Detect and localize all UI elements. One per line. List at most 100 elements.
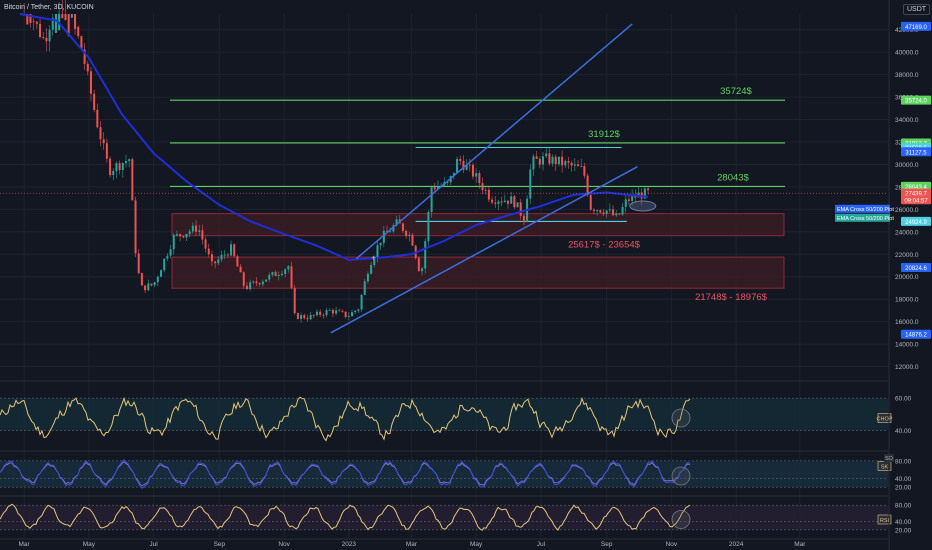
- resistance-levels: 35724$ 31912$ 28043$: [170, 86, 785, 222]
- candle-body: [618, 213, 621, 215]
- candle: [557, 156, 560, 167]
- candle-body: [373, 257, 376, 266]
- candle-body: [191, 225, 194, 232]
- candle-body: [592, 209, 595, 212]
- candle-body: [255, 281, 258, 284]
- candle-body: [220, 254, 223, 260]
- candle-body: [331, 309, 334, 314]
- candle-body: [42, 37, 45, 38]
- candle: [624, 194, 627, 213]
- pane-tick-label: 40.00: [895, 476, 912, 483]
- ema-legend-tag: EMA Cross 50/200 Plot: [835, 213, 894, 222]
- candle-body: [557, 156, 560, 165]
- pane-tick-label: 80.00: [895, 458, 912, 465]
- candle-body: [433, 187, 436, 190]
- candle-body: [147, 283, 150, 291]
- candle: [179, 233, 182, 242]
- candle: [175, 230, 178, 237]
- candle: [532, 154, 535, 177]
- time-tick-label: Sep: [601, 541, 613, 548]
- price-tick-label: 18000.0: [895, 297, 919, 304]
- candle-body: [252, 281, 255, 283]
- candle: [67, 14, 70, 37]
- candle-body: [39, 23, 42, 38]
- candle: [109, 156, 112, 178]
- price-axis-tag-bg: [901, 329, 931, 339]
- candle-body: [389, 231, 392, 233]
- price-axis-tag-label: 14876.2: [905, 333, 927, 339]
- candle-body: [513, 196, 516, 208]
- pane-tick-label: 80.00: [895, 503, 912, 510]
- candle-body: [144, 285, 147, 291]
- candle-body: [335, 310, 338, 314]
- candle-body: [573, 164, 576, 166]
- price-axis-tag-label: 27439.7: [905, 192, 927, 198]
- candle: [182, 235, 185, 239]
- candle-body: [265, 279, 268, 282]
- candle: [612, 205, 615, 217]
- candle: [39, 16, 42, 39]
- candle-body: [354, 310, 357, 313]
- candle-body: [131, 159, 134, 201]
- price-tick-label: 40000.0: [895, 50, 919, 57]
- price-tick-label: 26000.0: [895, 207, 919, 214]
- candle: [102, 132, 105, 150]
- candle-body: [26, 14, 29, 25]
- candle-body: [319, 311, 322, 315]
- candle-body: [589, 195, 592, 210]
- candle: [74, 14, 77, 35]
- candle: [354, 310, 357, 315]
- time-tick-label: Mar: [406, 541, 418, 548]
- candle: [545, 146, 548, 158]
- candle-body: [599, 210, 602, 213]
- candle: [265, 279, 268, 282]
- candle: [491, 196, 494, 205]
- candle: [538, 156, 541, 169]
- candle: [242, 271, 245, 289]
- currency-button[interactable]: USDT: [903, 4, 931, 15]
- candle-body: [156, 276, 159, 283]
- candle-body: [137, 253, 140, 274]
- indicator-name-label: SK: [881, 464, 889, 470]
- time-tick-label: Jul: [149, 541, 158, 548]
- candle-body: [153, 282, 156, 286]
- candle-body: [596, 210, 599, 212]
- candle: [290, 261, 293, 290]
- candle: [443, 177, 446, 188]
- candle-body: [491, 199, 494, 203]
- candle: [280, 271, 283, 277]
- price-axis-tag-label: 31127.5: [905, 150, 927, 156]
- symbol-title: Bitcoin / Tether, 3D, KUCOIN: [4, 4, 94, 11]
- time-tick-label: Jul: [537, 541, 546, 548]
- indicator-panes: 60.0040.00CHOP80.0040.0020.00SKSD80.0040…: [0, 380, 912, 534]
- candle: [112, 168, 115, 181]
- candle-body: [408, 234, 411, 237]
- candle-body: [481, 183, 484, 191]
- candle: [366, 271, 369, 284]
- ema-line: [19, 13, 649, 261]
- candle: [580, 158, 583, 167]
- candle: [522, 214, 525, 226]
- price-tick-label: 20000.0: [895, 274, 919, 281]
- candle: [338, 308, 341, 312]
- candle: [70, 14, 73, 19]
- candle: [233, 243, 236, 258]
- candle-body: [357, 309, 360, 311]
- candle-body: [102, 139, 105, 144]
- candle-body: [586, 175, 589, 196]
- candle-body: [570, 162, 573, 166]
- candle-body: [542, 156, 545, 165]
- ema-legend-tag: EMA Cross 50/200 Plot: [835, 204, 894, 213]
- candle: [48, 25, 51, 52]
- candle: [147, 279, 150, 291]
- price-axis-tag: 28043.4: [901, 181, 931, 191]
- candle-body: [182, 236, 185, 238]
- candle: [357, 308, 360, 313]
- candle-body: [436, 186, 439, 190]
- candle: [214, 261, 217, 269]
- candle-body: [239, 266, 242, 273]
- candle-body: [522, 215, 525, 223]
- resistance-label: 35724$: [720, 86, 752, 97]
- candle: [497, 199, 500, 211]
- candle-body: [344, 311, 347, 317]
